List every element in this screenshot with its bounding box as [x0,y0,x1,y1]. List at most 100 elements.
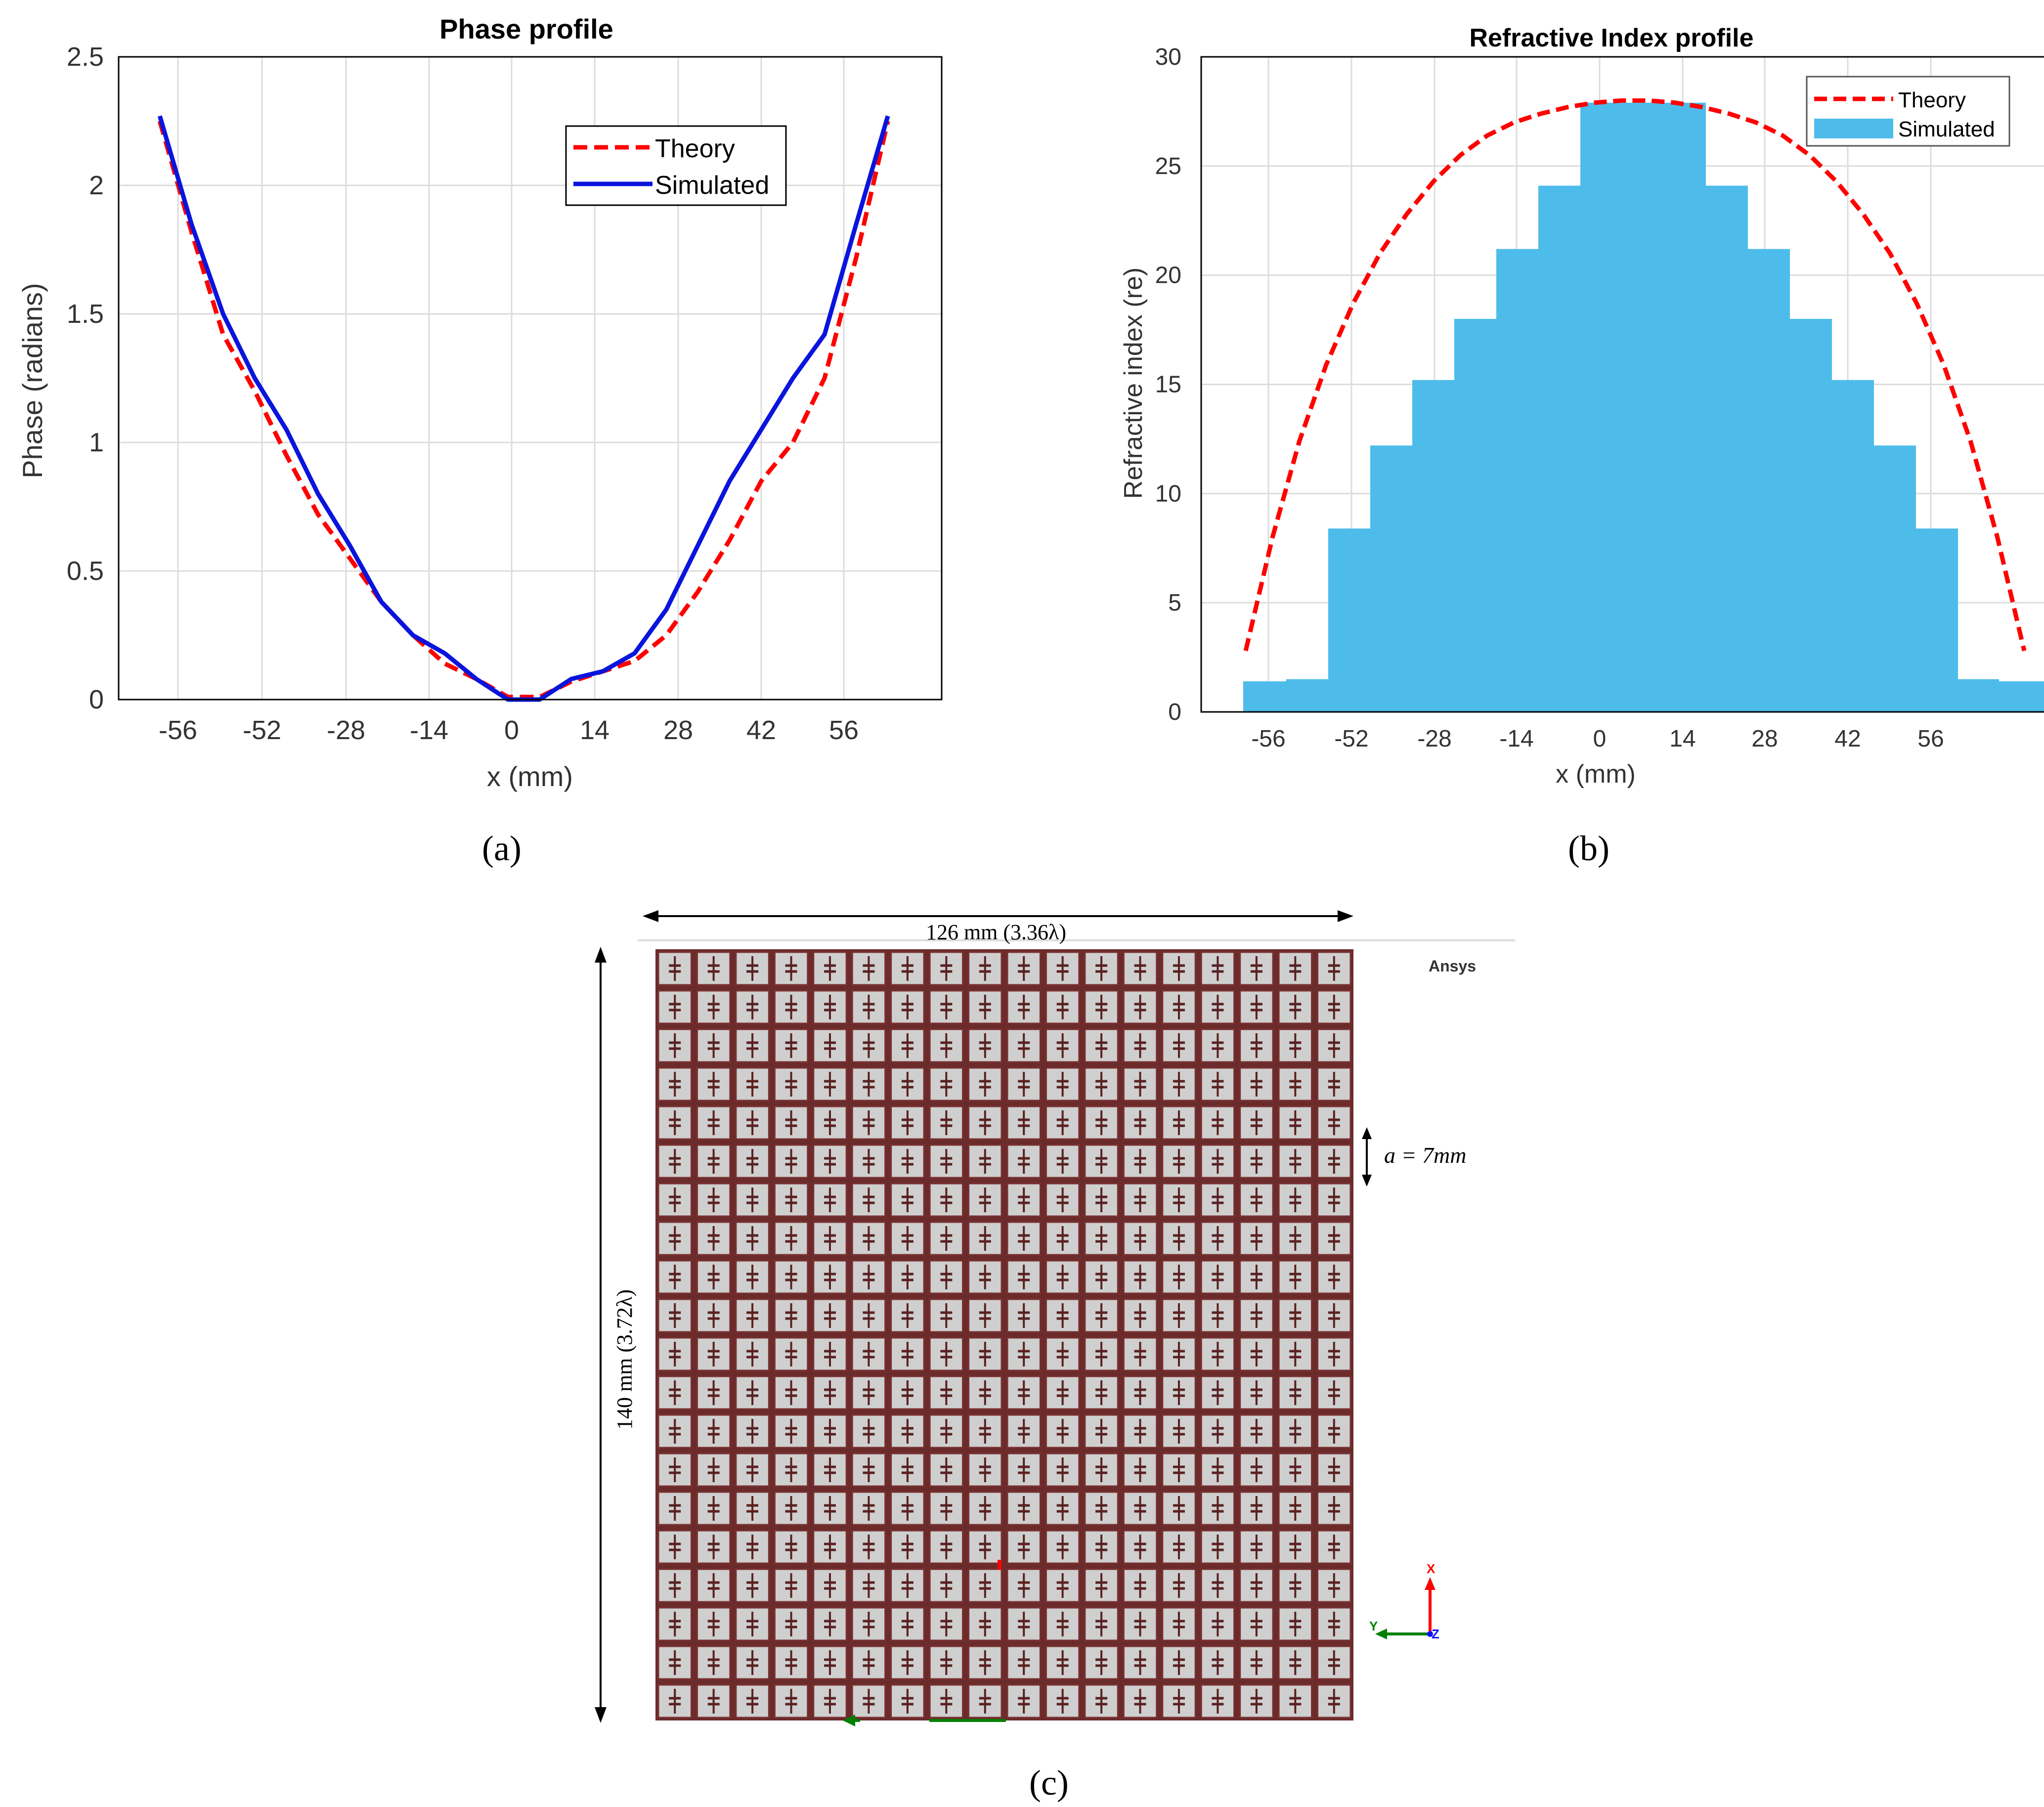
unit-cell [696,1260,731,1294]
unit-cell [1278,1607,1313,1641]
unit-cell [657,1067,692,1102]
unit-cell [1278,990,1313,1024]
metasurface-layout: 126 mm (3.36λ) 140 mm (3.72λ) a = 7mm An… [595,910,1515,1726]
unit-cell [968,1530,1002,1564]
unit-cell [1278,951,1313,986]
refractive-bar [1370,445,1413,712]
refractive-legend: Theory Simulated [1806,76,2010,147]
phase-y-tick-labels: 0 0.5 1 1.5 2 2.5 [67,42,104,714]
unit-cell [1239,951,1274,986]
phase-x-tick-labels: -56 -52 -28 -14 0 14 28 42 56 [159,715,859,745]
unit-cell [1278,1221,1313,1256]
unit-cell [851,1260,886,1294]
unit-cell [1239,1607,1274,1641]
refractive-y-tick-label: 5 [1168,590,1181,616]
unit-cell [929,1067,964,1102]
unit-cell [890,1491,925,1526]
phase-x-tick-label: 14 [580,715,609,745]
phase-legend: Theory Simulated [565,125,787,206]
unit-cell [774,1375,809,1410]
unit-cell [1084,1453,1119,1487]
unit-cell [890,1105,925,1140]
refractive-bar [1747,249,1790,712]
unit-cell [1200,951,1235,986]
unit-cell [929,1645,964,1680]
unit-cell [657,1414,692,1449]
unit-cell [1200,1067,1235,1102]
unit-cell [890,1530,925,1564]
unit-cell [929,1144,964,1179]
unit-cell [1162,1067,1196,1102]
unit-cell [735,1453,770,1487]
unit-cell [1239,1221,1274,1256]
phase-legend-theory-label: Theory [655,134,735,163]
unit-cell [1045,1144,1080,1179]
unit-cell [968,1337,1002,1371]
unit-cell [1278,1375,1313,1410]
unit-cell [1162,1028,1196,1063]
refractive-y-tick-label: 15 [1155,372,1181,398]
unit-cell [1006,1375,1041,1410]
unit-cell [774,1067,809,1102]
unit-cell [1317,1183,1351,1217]
unit-cell [929,1375,964,1410]
unit-cell [1200,1645,1235,1680]
unit-cell [1200,1028,1235,1063]
refractive-bar [1789,319,1832,712]
unit-cell [1123,1067,1158,1102]
unit-cell [1162,990,1196,1024]
unit-cell [813,1684,847,1719]
unit-cell [1006,1298,1041,1333]
unit-cell [774,1183,809,1217]
unit-cell [696,1221,731,1256]
phase-y-tick-label: 2.5 [67,42,104,72]
unit-cell [890,1260,925,1294]
refractive-y-tick-label: 30 [1155,44,1181,70]
unit-cell [1084,1260,1119,1294]
unit-cell [890,1684,925,1719]
unit-cell [657,1453,692,1487]
unit-cell [968,1684,1002,1719]
unit-cell [1084,1183,1119,1217]
unit-cell [968,1260,1002,1294]
unit-cell [1084,1221,1119,1256]
unit-cell [1006,1260,1041,1294]
coordinate-triad: X Y Z [1369,1561,1439,1641]
unit-cell [1278,1453,1313,1487]
unit-cell [696,1684,731,1719]
unit-cell [1123,1414,1158,1449]
unit-cell [1123,1568,1158,1603]
unit-cell [774,1568,809,1603]
unit-cell [774,1607,809,1641]
unit-cell [1123,1530,1158,1564]
unit-cell [735,1028,770,1063]
unit-cell [1317,1414,1351,1449]
phase-legend-simulated-label: Simulated [655,171,769,200]
axis-y-label: Y [1369,1619,1378,1633]
unit-cell [1317,951,1351,986]
unit-cell [890,1414,925,1449]
unit-cell [1239,1183,1274,1217]
unit-cell [696,1530,731,1564]
axis-z-dot [1427,1631,1433,1637]
phase-y-tick-label: 1.5 [67,299,104,329]
unit-cell [1278,1105,1313,1140]
unit-cell [851,1453,886,1487]
phase-x-axis-label: x (mm) [487,761,573,792]
phase-chart-title: Phase profile [439,13,613,44]
axis-x-label: X [1427,1561,1435,1576]
unit-cell [968,1067,1002,1102]
unit-cell [1045,951,1080,986]
refractive-x-tick-label: 42 [1834,726,1861,752]
unit-cell [1123,1337,1158,1371]
origin-marker [843,1560,1006,1726]
unit-cell [1317,990,1351,1024]
unit-cell [1317,1260,1351,1294]
height-dimension-label: 140 mm (3.72λ) [612,1289,637,1430]
unit-cell [735,1260,770,1294]
unit-cell [1084,1105,1119,1140]
refractive-x-axis-label: x (mm) [1556,760,1636,789]
unit-cell [1045,1183,1080,1217]
unit-cell [657,1298,692,1333]
phase-x-tick-label: 0 [504,715,519,745]
